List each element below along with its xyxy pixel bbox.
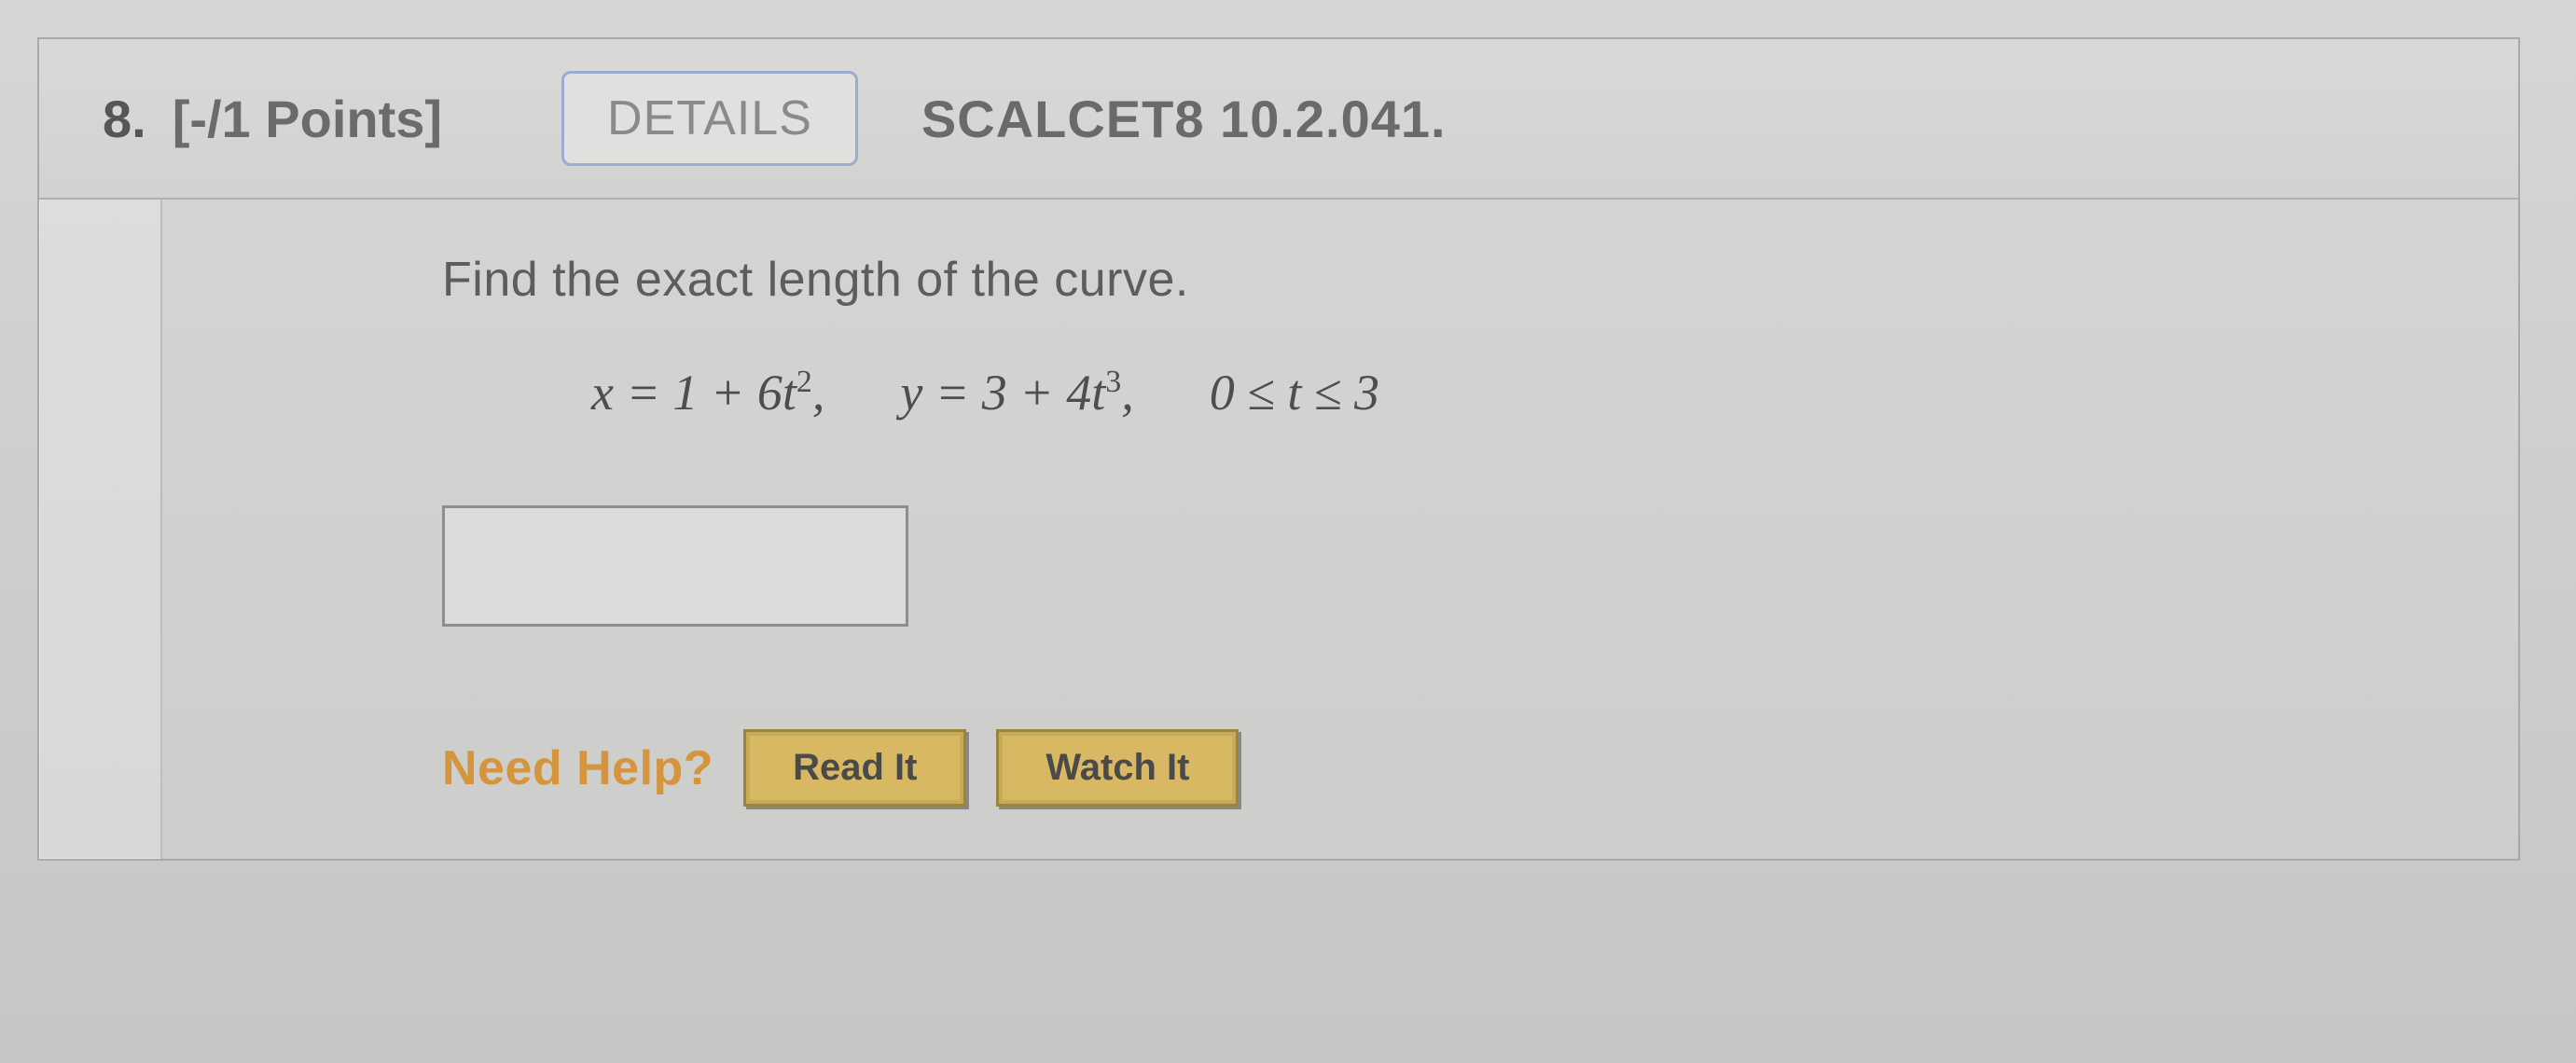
eq-range: 0 ≤ t ≤ 3 — [1210, 365, 1379, 421]
eq-y-rhs-var: t — [1091, 365, 1105, 421]
eq-x-rhs-prefix: = 1 + 6 — [626, 365, 782, 421]
need-help-label: Need Help? — [442, 740, 713, 796]
eq-x-rhs-var: t — [782, 365, 796, 421]
points-label: [-/1 Points] — [173, 89, 442, 149]
watch-it-button[interactable]: Watch It — [996, 729, 1239, 807]
question-header: 8. [-/1 Points] DETAILS SCALCET8 10.2.04… — [39, 39, 2518, 200]
eq-sep2: , — [1121, 365, 1134, 421]
question-card: 8. [-/1 Points] DETAILS SCALCET8 10.2.04… — [37, 37, 2520, 861]
eq-x-rhs-exp: 2 — [796, 365, 812, 399]
question-number: 8. — [103, 89, 146, 149]
question-prompt: Find the exact length of the curve. — [442, 252, 2462, 308]
eq-y-lhs: y — [900, 365, 922, 421]
source-code: SCALCET8 10.2.041. — [921, 89, 1447, 149]
question-equation: x = 1 + 6t2, y = 3 + 4t3, 0 ≤ t ≤ 3 — [591, 364, 2462, 421]
page-root: 8. [-/1 Points] DETAILS SCALCET8 10.2.04… — [0, 0, 2576, 1063]
eq-x-lhs: x — [591, 365, 614, 421]
details-button[interactable]: DETAILS — [561, 71, 858, 166]
question-body: Find the exact length of the curve. x = … — [160, 200, 2518, 859]
eq-y-rhs-exp: 3 — [1105, 365, 1121, 399]
help-row: Need Help? Read It Watch It — [442, 729, 2462, 807]
eq-sep1: , — [812, 365, 825, 421]
answer-input[interactable] — [442, 505, 908, 627]
read-it-button[interactable]: Read It — [743, 729, 966, 807]
eq-y-rhs-prefix: = 3 + 4 — [935, 365, 1091, 421]
